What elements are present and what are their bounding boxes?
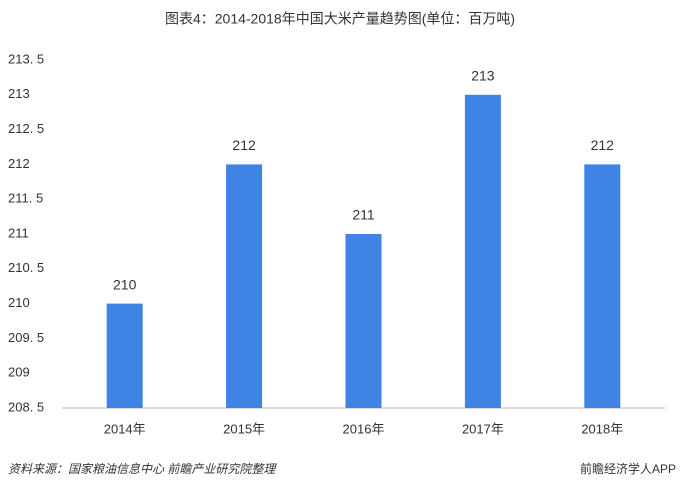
data-label: 211 [352, 207, 375, 223]
bar [106, 303, 143, 408]
y-tick-label: 210 [8, 295, 30, 310]
y-tick-label: 212. 5 [8, 121, 44, 136]
y-tick-label: 212 [8, 156, 30, 171]
brand: 前瞻经济学人APP [580, 461, 676, 476]
bar [226, 164, 263, 408]
data-label: 212 [232, 137, 256, 153]
y-tick-label: 210. 5 [8, 260, 44, 275]
x-tick-label: 2016年 [343, 421, 385, 436]
y-tick-label: 211. 5 [8, 191, 43, 206]
chart-title: 图表4：2014-2018年中国大米产量趋势图(单位：百万吨) [165, 11, 515, 27]
data-label: 213 [471, 68, 495, 84]
x-tick-label: 2018年 [581, 421, 623, 436]
y-tick-label: 209. 5 [8, 330, 44, 345]
y-tick-label: 213 [8, 86, 30, 101]
x-tick-label: 2014年 [104, 421, 146, 436]
bar [345, 234, 382, 408]
data-label: 212 [591, 137, 615, 153]
bar [464, 94, 501, 409]
bar [584, 164, 621, 408]
x-tick-label: 2017年 [462, 421, 504, 436]
y-tick-label: 208. 5 [8, 399, 44, 414]
x-tick-label: 2015年 [223, 421, 265, 436]
y-tick-label: 213. 5 [8, 51, 44, 66]
y-tick-label: 211 [8, 225, 29, 240]
data-label: 210 [113, 276, 137, 292]
y-tick-label: 209 [8, 365, 30, 380]
source-note: 资料来源：国家粮油信息中心 前瞻产业研究院整理 [8, 462, 277, 476]
